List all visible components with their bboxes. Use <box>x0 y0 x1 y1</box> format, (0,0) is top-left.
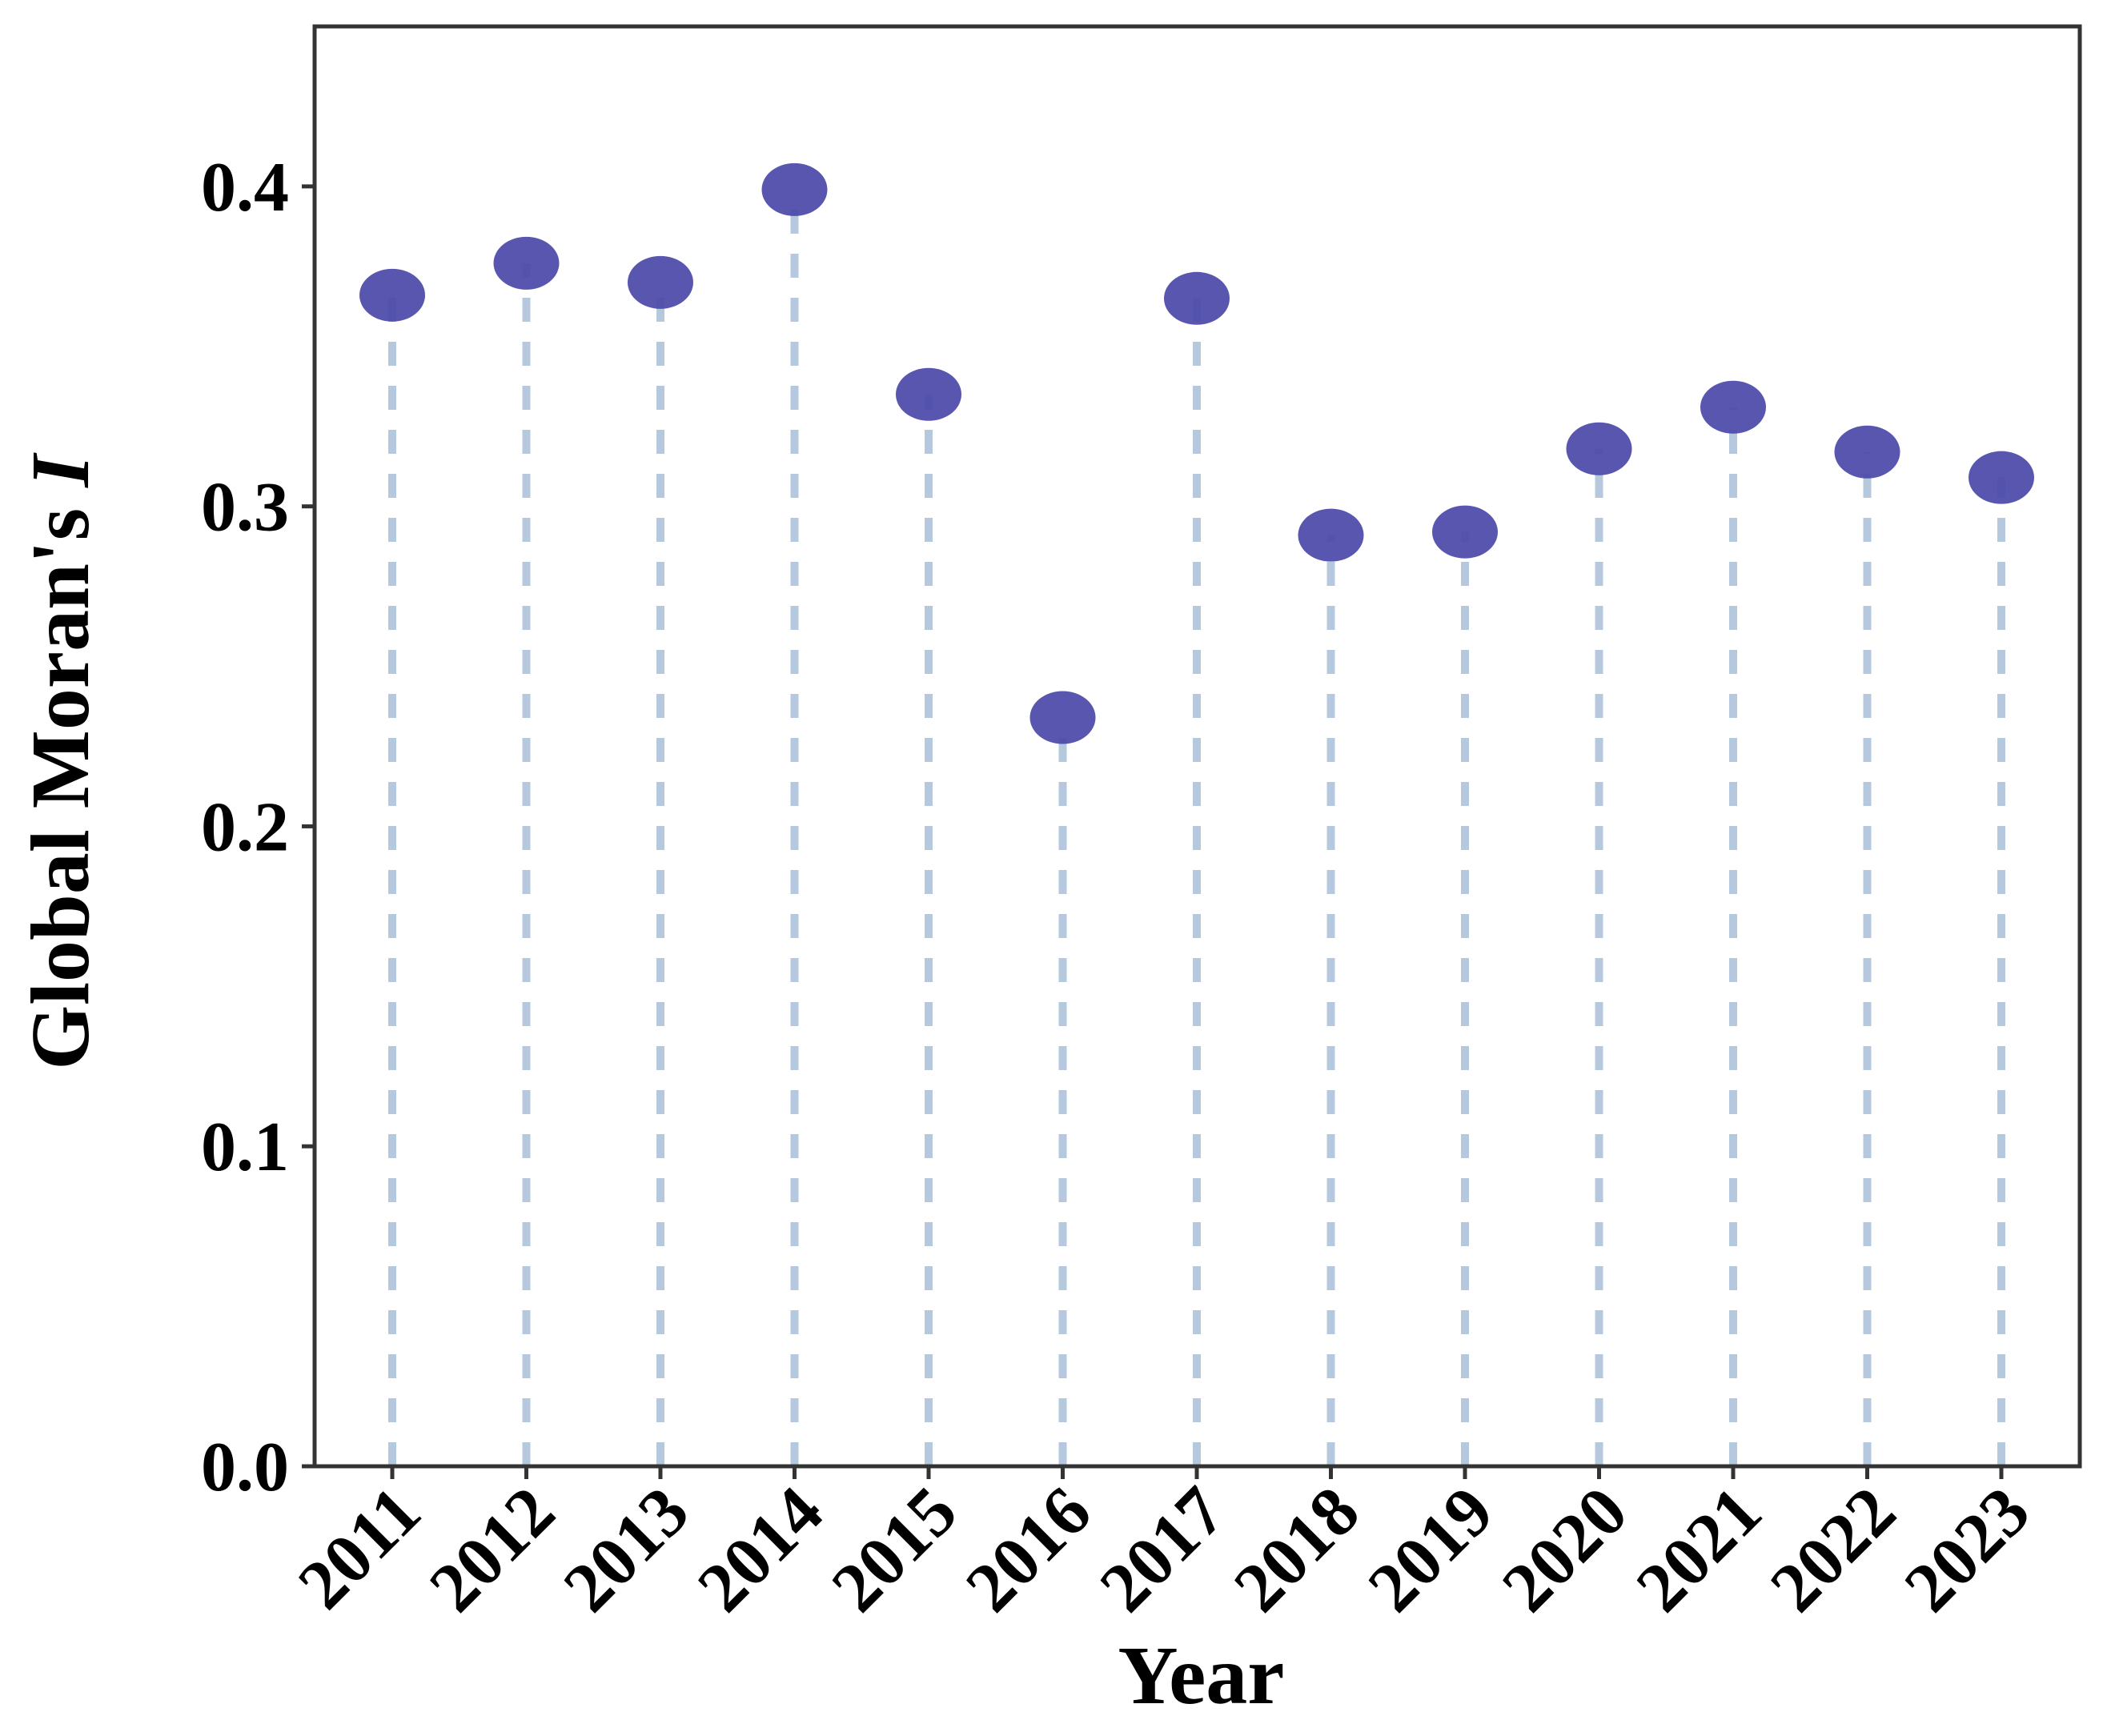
y-tick-label: 0.1 <box>201 1109 289 1186</box>
x-tick-label: 2021 <box>1622 1473 1776 1627</box>
y-tick-label: 0.3 <box>201 469 289 547</box>
x-tick-label: 2016 <box>952 1473 1106 1627</box>
data-point <box>628 255 693 309</box>
data-point <box>1969 451 2034 504</box>
data-point <box>896 367 961 421</box>
data-point <box>359 268 425 322</box>
data-point <box>1700 380 1766 434</box>
x-tick-label: 2017 <box>1086 1473 1240 1627</box>
x-tick-label: 2012 <box>415 1473 570 1627</box>
data-point <box>761 162 828 216</box>
x-axis: 2011201220132014201520162017201820192020… <box>284 1466 2045 1627</box>
data-point <box>1566 422 1632 475</box>
y-tick-label: 0.4 <box>201 149 289 227</box>
data-point <box>493 236 560 290</box>
data-points <box>359 162 2034 744</box>
x-axis-title: Year <box>1118 1630 1285 1722</box>
x-tick-label: 2020 <box>1488 1473 1643 1627</box>
x-tick-label: 2022 <box>1756 1473 1911 1627</box>
x-tick-label: 2013 <box>549 1473 704 1627</box>
data-point <box>1432 505 1498 559</box>
x-tick-label: 2014 <box>684 1473 838 1627</box>
x-tick-label: 2015 <box>817 1473 972 1627</box>
y-tick-label: 0.2 <box>201 788 289 866</box>
y-tick-label: 0.0 <box>201 1429 289 1506</box>
y-axis-title-main: Global Moran's <box>14 487 106 1070</box>
stem-lines <box>388 189 2005 1466</box>
data-point <box>1298 508 1364 562</box>
y-axis: 0.0 0.1 0.2 0.3 0.4 <box>201 149 315 1506</box>
y-axis-title: Global Moran's I <box>14 452 106 1070</box>
x-tick-label: 2018 <box>1220 1473 1375 1627</box>
y-axis-title-italic: I <box>14 452 106 489</box>
x-tick-label: 2023 <box>1890 1473 2045 1627</box>
data-point <box>1164 271 1230 325</box>
x-tick-label: 2019 <box>1354 1473 1508 1627</box>
data-point <box>1834 425 1900 479</box>
x-tick-label: 2011 <box>284 1473 436 1625</box>
data-point <box>1029 691 1096 744</box>
